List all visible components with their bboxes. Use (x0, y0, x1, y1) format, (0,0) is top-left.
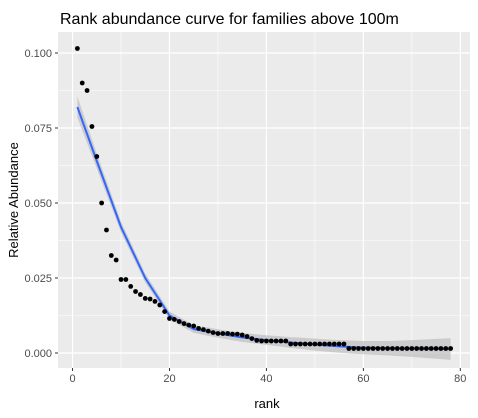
data-point (317, 341, 323, 347)
data-point (327, 341, 332, 347)
data-point (297, 341, 303, 347)
data-point (399, 346, 405, 351)
data-point (89, 124, 95, 129)
data-point (176, 319, 182, 324)
data-point (259, 338, 264, 344)
x-tick-label: 20 (163, 373, 175, 385)
x-axis-title: rank (254, 396, 280, 411)
data-point (249, 336, 255, 341)
data-point (239, 332, 245, 338)
x-tick-label: 60 (357, 373, 369, 385)
axis-tick-labels: 0 20 40 60 80 0.000 0.025 0.050 0.075 0.100 (24, 48, 466, 385)
data-point (104, 227, 109, 233)
data-point (133, 289, 138, 294)
data-point (215, 331, 221, 336)
data-point (438, 346, 444, 351)
data-point (390, 346, 395, 351)
data-point (394, 346, 400, 351)
data-point (283, 338, 289, 344)
data-point (99, 200, 105, 206)
data-point (171, 317, 177, 322)
data-point (264, 338, 269, 344)
x-tick-label: 0 (69, 373, 75, 385)
data-point (302, 341, 308, 347)
data-point (118, 277, 124, 282)
data-point (409, 346, 415, 351)
data-point (201, 327, 206, 332)
y-tick-label: 0.050 (24, 198, 52, 210)
data-point (293, 341, 298, 347)
data-point (404, 346, 410, 351)
data-point (167, 316, 172, 321)
data-point (341, 341, 347, 347)
data-point (234, 331, 240, 337)
data-point (423, 346, 429, 351)
data-point (113, 257, 119, 263)
data-point (414, 346, 420, 351)
data-point (278, 338, 284, 344)
data-point (448, 346, 454, 351)
data-point (428, 346, 434, 351)
data-point (128, 284, 134, 289)
x-tick-label: 40 (260, 373, 272, 385)
chart-title: Rank abundance curve for families above … (60, 11, 399, 28)
data-point (419, 346, 424, 351)
data-point (380, 346, 386, 351)
data-point (351, 346, 357, 351)
data-point (346, 346, 352, 351)
data-point (288, 341, 294, 347)
y-tick-label: 0.075 (24, 123, 52, 135)
data-point (273, 338, 279, 344)
y-tick-label: 0.100 (24, 48, 52, 60)
data-point (370, 346, 376, 351)
data-point (331, 341, 337, 347)
data-point (268, 338, 274, 344)
axis-ticks (55, 52, 461, 371)
data-point (443, 346, 449, 351)
data-point (181, 321, 187, 326)
data-point (336, 341, 342, 347)
data-point (360, 346, 366, 351)
x-tick-label: 80 (454, 373, 466, 385)
y-axis-title: Relative Abundance (6, 142, 21, 258)
data-point (375, 346, 381, 351)
y-tick-label: 0.000 (24, 348, 52, 360)
data-point (433, 346, 439, 351)
data-point (196, 326, 201, 331)
data-point (205, 328, 211, 334)
data-point (84, 88, 90, 93)
data-point (142, 296, 148, 301)
data-point (365, 346, 371, 351)
data-point (147, 296, 153, 302)
data-point (210, 330, 216, 335)
data-point (186, 322, 192, 328)
data-point (312, 341, 318, 347)
data-point (123, 277, 129, 282)
data-point (220, 331, 226, 336)
y-tick-label: 0.025 (24, 273, 52, 285)
data-point (191, 323, 197, 329)
data-point (244, 334, 250, 339)
data-point (254, 338, 260, 343)
data-point (138, 292, 143, 297)
data-point (385, 346, 390, 351)
data-point (94, 154, 100, 159)
data-point (74, 46, 80, 51)
data-point (356, 346, 361, 351)
data-point (162, 309, 168, 314)
data-point (225, 331, 231, 336)
data-point (108, 253, 114, 258)
data-points (74, 46, 454, 351)
data-point (322, 341, 327, 347)
data-point (230, 331, 235, 337)
data-point (152, 299, 158, 304)
data-point (307, 341, 313, 347)
plot-panel (58, 32, 470, 368)
data-point (79, 80, 85, 86)
data-point (157, 302, 163, 308)
